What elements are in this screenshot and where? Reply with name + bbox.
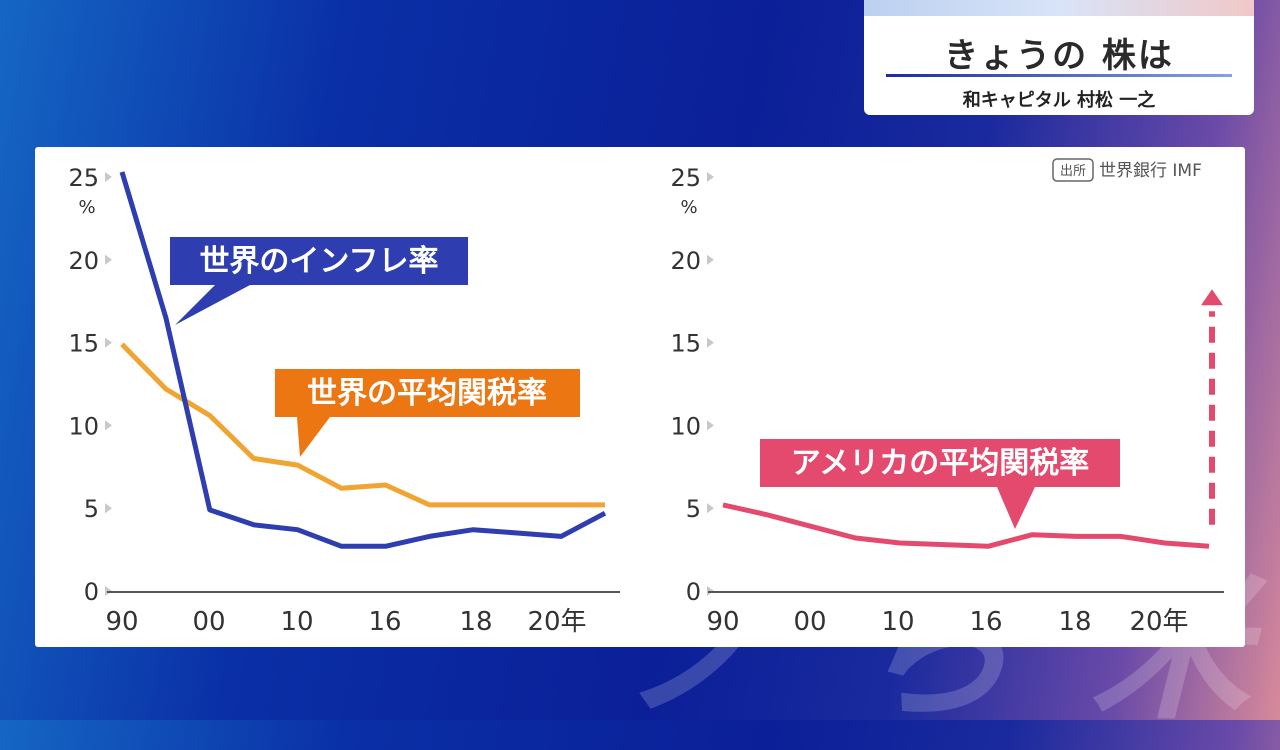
y-tick-arrow: [707, 254, 714, 265]
y-tick-arrow: [105, 172, 112, 182]
y-tick-arrow: [105, 503, 112, 514]
x-tick-label: 90: [706, 607, 739, 637]
x-tick-label: 10: [881, 607, 914, 637]
y-unit-label: %: [78, 197, 95, 218]
x-tick-label: 20年: [1129, 607, 1188, 637]
y-tick-label: 10: [68, 412, 99, 440]
y-tick-arrow: [707, 420, 714, 431]
callout-inflation-label: 世界のインフレ率: [199, 244, 438, 279]
caption-subtitle: 和キャピタル 村松 一之: [962, 90, 1156, 111]
y-tick-label: 15: [68, 330, 99, 358]
y-tick-label: 25: [68, 164, 99, 192]
x-tick-label: 20年: [527, 607, 586, 637]
callout-us-tariff-label: アメリカの平均関税率: [791, 446, 1090, 481]
source-text: 世界銀行 IMF: [1099, 161, 1202, 181]
series-line-inflation: [119, 171, 607, 549]
x-tick-label: 18: [1058, 607, 1091, 637]
y-tick-label: 5: [84, 495, 99, 523]
x-tick-label: 10: [280, 607, 313, 637]
us-tariff-projection-arrowhead: [1201, 289, 1223, 306]
y-tick-label: 20: [670, 247, 701, 275]
series-line-us-tariff: [722, 502, 1210, 549]
x-tick-label: 18: [459, 607, 492, 637]
y-tick-arrow: [105, 254, 112, 265]
y-tick-arrow: [105, 420, 112, 431]
source-badge-frame: [1052, 158, 1094, 182]
callout-world-tariff-bubble: [275, 369, 580, 457]
series-line-world-tariff: [120, 342, 605, 508]
program-caption: きょうの 株は 和キャピタル 村松 一之: [864, 0, 1254, 115]
y-tick-label: 20: [68, 247, 99, 275]
y-tick-arrow: [707, 337, 714, 348]
x-tick-label: 90: [105, 607, 138, 637]
y-unit-label: %: [680, 197, 697, 218]
y-tick-label: 10: [670, 412, 701, 440]
x-tick-label: 16: [969, 607, 1002, 637]
caption-title: きょうの 株は: [944, 36, 1174, 76]
caption-top-bar: [864, 0, 1254, 16]
y-tick-label: 0: [686, 578, 701, 606]
y-tick-arrow: [707, 503, 714, 514]
y-tick-label: 5: [686, 495, 701, 523]
callout-us-tariff-bubble: [760, 439, 1120, 529]
caption-divider: [886, 74, 1232, 77]
y-tick-label: 15: [670, 330, 701, 358]
chart-panel: 0 5 10 15 20 25% 90 00 10 16 18 20年 0 5 10 15 20 25% 90 00 1…: [35, 147, 1245, 647]
source-badge: 出所: [1060, 164, 1086, 179]
callout-world-tariff-label: 世界の平均関税率: [307, 376, 547, 411]
callout-inflation-bubble: [170, 237, 468, 325]
chart-svg: 0 5 10 15 20 25% 90 00 10 16 18 20年 0 5 10 15 20 25% 90 00 1…: [68, 158, 1224, 637]
y-tick-arrow: [105, 337, 112, 348]
y-tick-arrow: [707, 172, 714, 182]
y-tick-label: 0: [84, 578, 99, 606]
x-tick-label: 00: [793, 607, 826, 637]
x-tick-label: 00: [192, 607, 225, 637]
y-tick-label: 25: [670, 164, 701, 192]
x-tick-label: 16: [368, 607, 401, 637]
